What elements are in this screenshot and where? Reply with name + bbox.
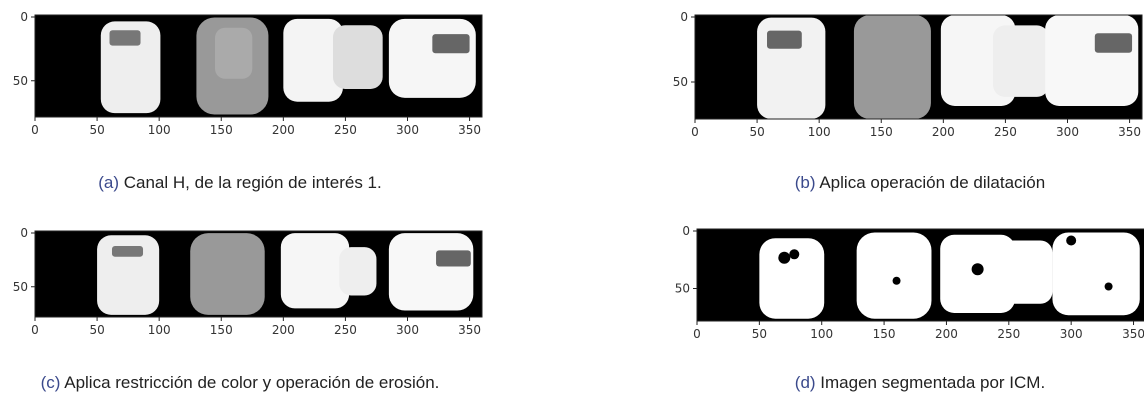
x-tick-label: 150: [873, 327, 896, 341]
caption-text: Aplica operación de dilatación: [819, 173, 1045, 192]
x-tick-label: 350: [1122, 327, 1144, 341]
image-hole: [972, 263, 984, 275]
subfigure: 0 50 100 150 200 250 300 350 0 50: [5, 12, 505, 144]
image-region: [1045, 15, 1138, 106]
subfigure: 0 50 100 150 200 250 300 350 0 50: [5, 228, 505, 344]
caption: (c) Aplica restricción de color y operac…: [5, 372, 475, 394]
image-region: [436, 250, 471, 266]
image-hole: [893, 277, 901, 285]
x-tick-label: 250: [997, 327, 1020, 341]
y-tick-label: 50: [13, 74, 28, 88]
page: {"figures": [ {"label": "(a)", "caption"…: [0, 0, 1144, 416]
y-tick-label: 0: [20, 12, 28, 24]
image-region: [339, 247, 376, 295]
y-tick-label: 50: [675, 282, 690, 296]
image-region: [993, 25, 1049, 97]
subfigure: 0 50 100 150 200 250 300 350 0 50: [665, 12, 1144, 146]
image-region: [190, 233, 264, 315]
x-tick-label: 0: [691, 125, 699, 139]
caption: (b) Aplica operación de dilatación: [685, 172, 1144, 194]
x-tick-label: 50: [89, 123, 104, 137]
x-tick-label: 50: [89, 323, 104, 337]
x-tick-label: 250: [334, 123, 357, 137]
image-region: [389, 233, 473, 310]
x-tick-label: 0: [693, 327, 701, 341]
caption: (a) Canal H, de la región de interés 1.: [5, 172, 475, 194]
image-region: [389, 19, 476, 98]
image-plot: 0 50 100 150 200 250 300 350 0 50: [667, 226, 1144, 348]
image-region: [110, 30, 141, 45]
x-tick-label: 250: [334, 323, 357, 337]
image-plot: 0 50 100 150 200 250 300 350 0 50: [665, 12, 1144, 146]
image-hole: [789, 249, 799, 259]
image-hole: [778, 252, 790, 264]
image-region: [215, 28, 252, 79]
x-tick-label: 350: [1118, 125, 1141, 139]
x-tick-label: 300: [1056, 125, 1079, 139]
image-region: [1052, 232, 1139, 315]
caption-label: (c): [41, 373, 61, 392]
caption: (d) Imagen segmentada por ICM.: [685, 372, 1144, 394]
x-tick-label: 100: [810, 327, 833, 341]
x-tick-label: 50: [749, 125, 764, 139]
image-region: [281, 233, 349, 308]
x-tick-label: 200: [272, 123, 295, 137]
x-tick-label: 100: [148, 323, 171, 337]
image-region: [857, 232, 932, 318]
x-tick-label: 350: [458, 323, 481, 337]
y-tick-label: 0: [682, 226, 690, 238]
caption-text: Aplica restricción de color y operación …: [64, 373, 439, 392]
caption-label: (d): [795, 373, 816, 392]
x-tick-label: 150: [870, 125, 893, 139]
x-tick-label: 200: [932, 125, 955, 139]
x-tick-label: 100: [148, 123, 171, 137]
x-tick-label: 200: [272, 323, 295, 337]
y-tick-label: 50: [673, 75, 688, 89]
caption-text: Imagen segmentada por ICM.: [820, 373, 1045, 392]
x-tick-label: 0: [31, 323, 39, 337]
image-region: [112, 246, 143, 257]
x-tick-label: 100: [808, 125, 831, 139]
caption-label: (a): [98, 173, 119, 192]
x-tick-label: 250: [994, 125, 1017, 139]
image-hole: [1066, 236, 1076, 246]
caption-text: Canal H, de la región de interés 1.: [124, 173, 382, 192]
x-tick-label: 150: [210, 123, 233, 137]
x-tick-label: 200: [935, 327, 958, 341]
image-region: [996, 241, 1052, 304]
x-tick-label: 150: [210, 323, 233, 337]
y-tick-label: 50: [13, 280, 28, 294]
subfigure: 0 50 100 150 200 250 300 350 0 50: [667, 226, 1144, 348]
image-region: [333, 25, 383, 89]
image-region: [854, 15, 931, 119]
caption-label: (b): [795, 173, 816, 192]
image-region: [767, 31, 802, 49]
image-plot: 0 50 100 150 200 250 300 350 0 50: [5, 228, 490, 344]
x-tick-label: 350: [458, 123, 481, 137]
image-plot: 0 50 100 150 200 250 300 350 0 50: [5, 12, 490, 144]
x-tick-label: 300: [396, 323, 419, 337]
image-region: [1095, 33, 1132, 53]
x-tick-label: 300: [1060, 327, 1083, 341]
x-tick-label: 0: [31, 123, 39, 137]
x-tick-label: 300: [396, 123, 419, 137]
x-tick-label: 50: [752, 327, 767, 341]
image-region: [432, 34, 469, 53]
y-tick-label: 0: [680, 12, 688, 24]
y-tick-label: 0: [20, 228, 28, 240]
image-hole: [1105, 283, 1113, 291]
